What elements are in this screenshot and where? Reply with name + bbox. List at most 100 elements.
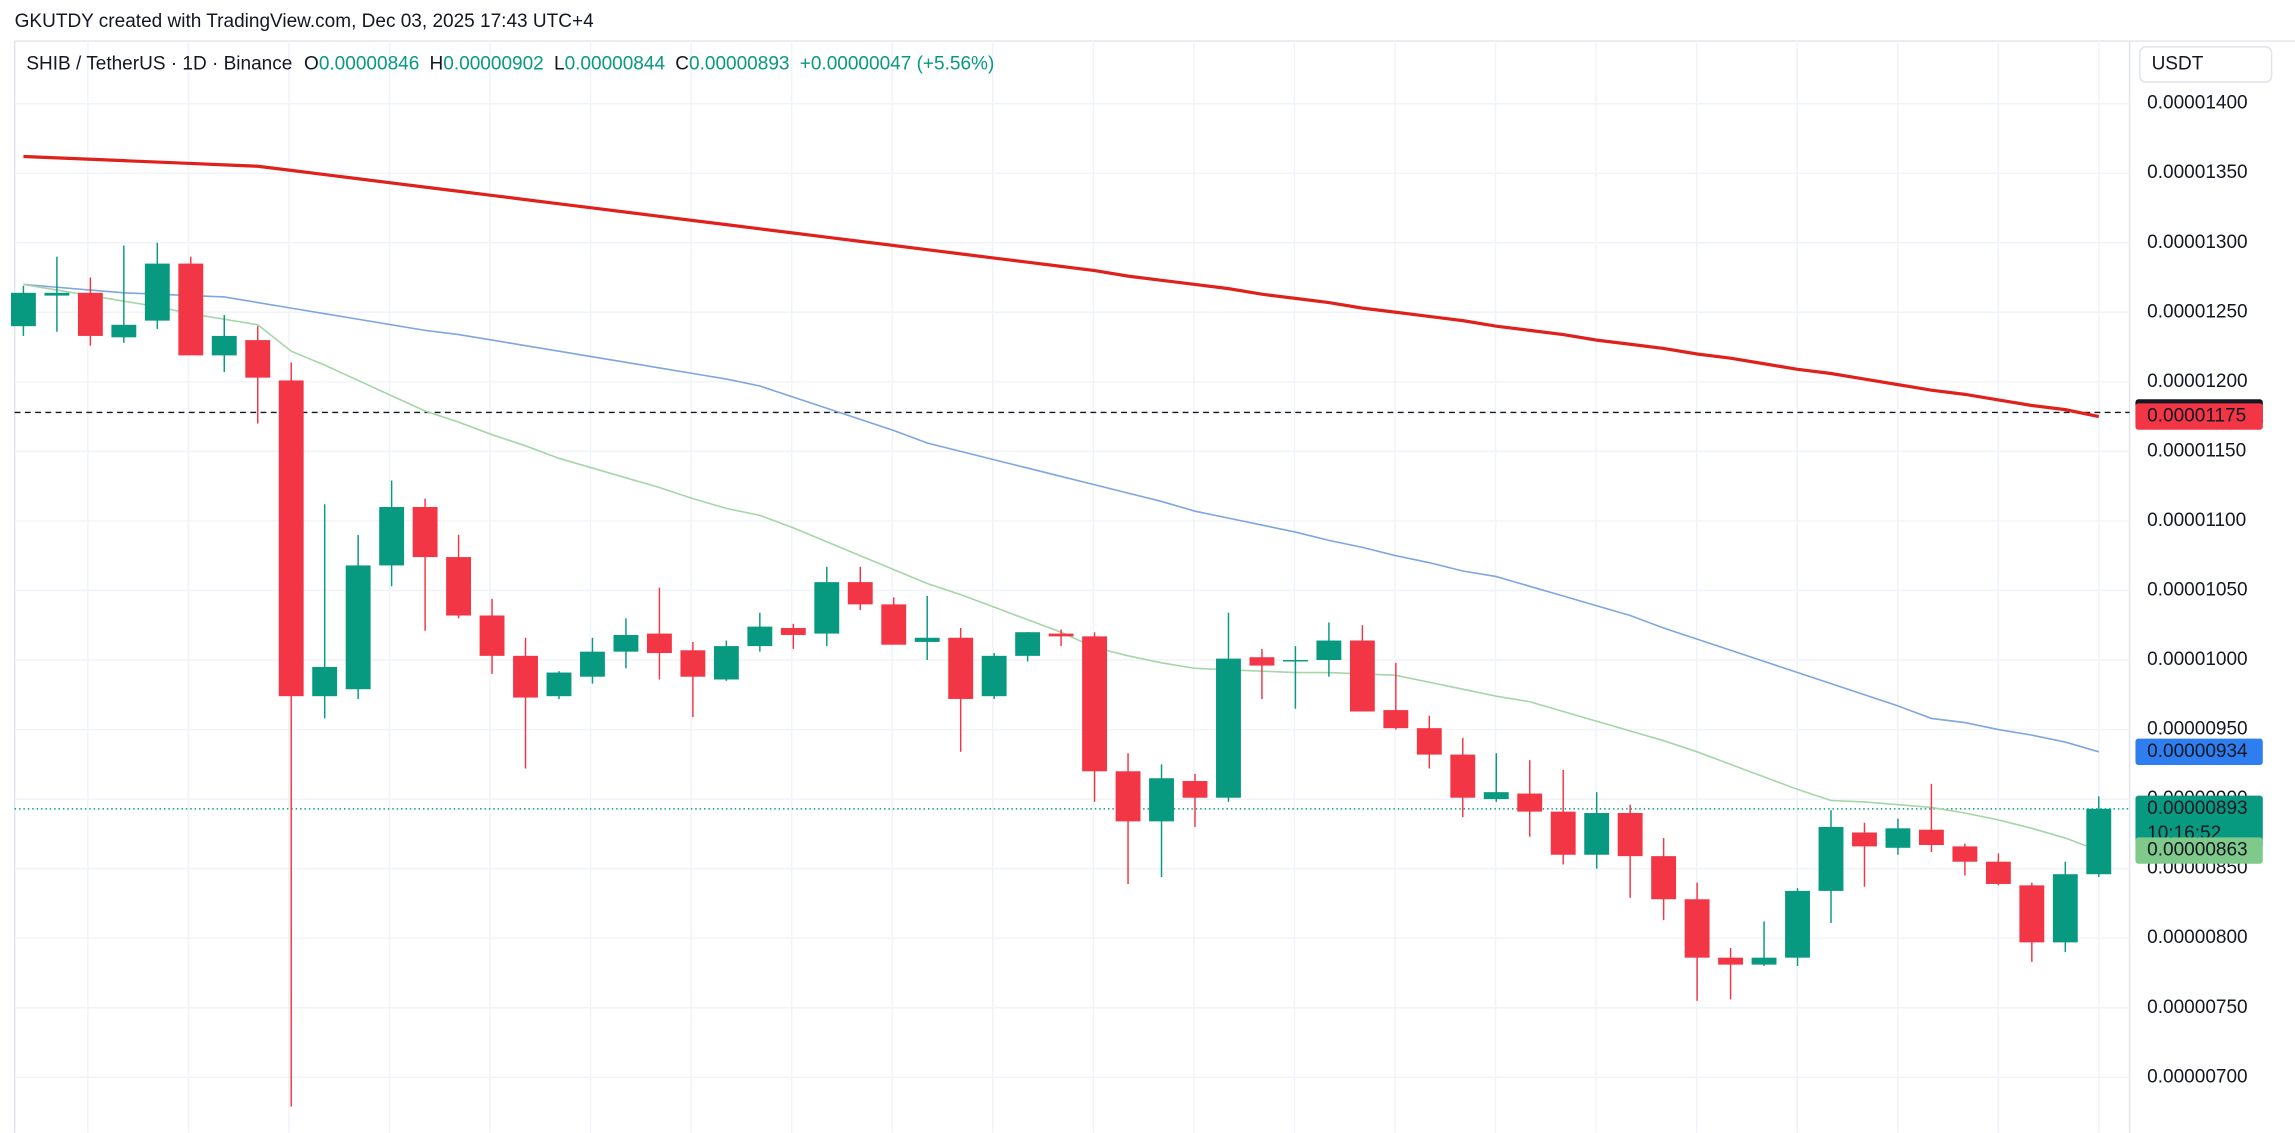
price-label: 0.00000863 <box>2147 840 2247 861</box>
candle-body <box>1149 778 1174 822</box>
y-tick-label: 0.00000700 <box>2147 1066 2247 1087</box>
price-label: 0.00001175 <box>2147 406 2246 427</box>
candle-body <box>1383 710 1409 729</box>
y-tick-label: 0.00001150 <box>2147 440 2246 461</box>
candle-body <box>1918 829 1944 846</box>
candle-body <box>780 628 806 635</box>
y-tick-label: 0.00000800 <box>2147 927 2247 948</box>
candles-layer <box>10 242 2112 1107</box>
y-tick-label: 0.00000950 <box>2147 719 2247 740</box>
candle-body <box>1082 636 1108 772</box>
moving-average <box>23 154 2100 419</box>
candle-body <box>379 507 405 566</box>
y-tick-label: 0.00001300 <box>2147 232 2247 253</box>
candle-body <box>981 655 1007 697</box>
candle-body <box>10 292 36 327</box>
y-tick-label: 0.00001350 <box>2147 162 2247 183</box>
price-label: 0.00000893 <box>2147 798 2247 819</box>
candle-body <box>1182 781 1208 798</box>
price-label: 0.00000934 <box>2147 741 2248 762</box>
candle-body <box>1785 890 1810 958</box>
ohlc-key: L <box>554 54 565 75</box>
candle-body <box>345 565 371 690</box>
candle-body <box>211 335 237 356</box>
candle-body <box>111 324 137 338</box>
candle-body <box>1617 813 1643 857</box>
candle-body <box>2086 808 2112 875</box>
symbol: SHIB / TetherUS · 1D · Binance <box>26 54 292 75</box>
candle-body <box>513 655 538 698</box>
change: +0.00000047 (+5.56%) <box>800 54 995 75</box>
candle-body <box>1349 640 1375 712</box>
legend: SHIB / TetherUS · 1D · Binance O0.0000084… <box>26 54 994 75</box>
candle-body <box>1852 832 1877 847</box>
attribution: GKUTDY created with TradingView.com, Dec… <box>15 11 594 32</box>
candle-body <box>1584 813 1610 855</box>
y-tick-label: 0.00000750 <box>2147 997 2247 1018</box>
ohlc-value: 0.00000846 <box>319 54 419 75</box>
candle-body <box>1416 728 1442 755</box>
y-tick-label: 0.00001200 <box>2147 371 2247 392</box>
price-label-box <box>2135 403 2263 430</box>
ohlc-value: 0.00000893 <box>689 54 789 75</box>
y-tick-label: 0.00001050 <box>2147 579 2247 600</box>
candle-body <box>479 615 505 656</box>
candle-body <box>1885 828 1911 848</box>
currency[interactable]: USDT <box>2152 54 2204 75</box>
ohlc: O0.00000846 H0.00000902 L0.00000844 C0.0000… <box>304 54 789 75</box>
candle-body <box>847 582 873 605</box>
candle-body <box>1483 792 1509 800</box>
ohlc-value: 0.00000844 <box>565 54 666 75</box>
candle-body <box>1450 754 1476 798</box>
candle-body <box>948 637 974 699</box>
candle-body <box>1952 846 1978 862</box>
currency-button[interactable] <box>2139 46 2273 83</box>
candle-body <box>1249 657 1275 666</box>
price-label-box <box>2135 837 2263 864</box>
candle-body <box>1115 771 1141 822</box>
candle-body <box>144 263 170 321</box>
candle-body <box>680 650 706 677</box>
candle-body <box>1718 957 1744 965</box>
candle-body <box>1517 793 1543 812</box>
ohlc-key: O <box>304 54 319 75</box>
candle-body <box>1316 640 1342 661</box>
candle-body <box>747 626 773 647</box>
candle-body <box>1216 658 1241 798</box>
candle-body <box>1015 632 1041 656</box>
candle-body <box>814 582 840 634</box>
candle-body <box>44 292 70 296</box>
ohlc-key: C <box>675 54 689 75</box>
candle-body <box>546 672 572 697</box>
candle-body <box>1282 660 1308 662</box>
candle-body <box>914 637 940 642</box>
candle-body <box>178 263 204 356</box>
candle-body <box>713 646 739 680</box>
candle-body <box>278 380 304 697</box>
candle-body <box>77 292 103 336</box>
axis-layer: 0.00001400 0.00001350 0.00001300 0.00001250… <box>2135 93 2263 1087</box>
candle-body <box>1684 899 1710 958</box>
candle-body <box>412 507 438 558</box>
candle-body <box>1751 957 1777 965</box>
y-tick-label: 0.00001100 <box>2147 510 2246 531</box>
price-label-box <box>2135 795 2263 849</box>
candle-body <box>446 557 472 616</box>
candle-body <box>881 604 907 645</box>
candle-body <box>646 633 672 654</box>
candle-body <box>1651 856 1677 900</box>
candle-body <box>613 634 639 652</box>
ohlc-value: 0.00000902 <box>443 54 543 75</box>
ohlc-key: H <box>430 54 444 75</box>
candle-body <box>1048 633 1074 637</box>
candle-body <box>580 651 605 677</box>
moving-average <box>23 283 2100 753</box>
candle-body <box>245 340 271 378</box>
y-tick-label: 0.00001250 <box>2147 301 2247 322</box>
candle-body <box>312 666 338 697</box>
candle-body <box>1550 811 1576 855</box>
candle-body <box>1818 826 1844 891</box>
